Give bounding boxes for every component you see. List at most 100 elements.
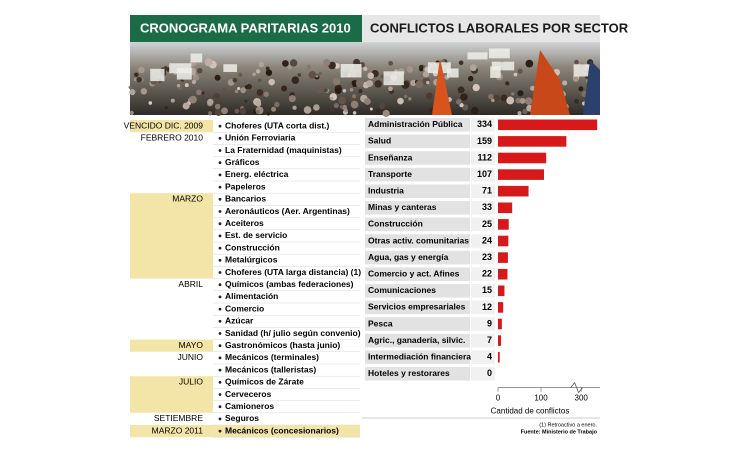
crowd-head (148, 101, 153, 105)
crowd-head (297, 73, 302, 77)
crowd-head (457, 86, 465, 94)
crowd-head (380, 74, 385, 79)
crowd-head (196, 89, 202, 96)
bar (498, 335, 502, 346)
bullet (218, 295, 222, 299)
crowd-head (367, 72, 375, 79)
crowd-head (282, 60, 289, 67)
period-label: JULIO (179, 377, 203, 387)
crowd-head (271, 106, 277, 112)
bullet (218, 124, 222, 128)
crowd-head (255, 100, 262, 107)
bullet (218, 356, 222, 360)
crowd-head (352, 94, 356, 99)
crowd-head (291, 76, 300, 85)
value-cell (471, 317, 495, 331)
crowd-head (318, 72, 322, 76)
value-label: 107 (477, 169, 492, 179)
bullet (218, 161, 222, 165)
value-label: 23 (482, 252, 492, 262)
crowd-head (189, 95, 197, 104)
crowd-head (388, 60, 394, 66)
placard (223, 64, 238, 72)
value-label: 4 (487, 352, 492, 362)
crowd-head (234, 108, 240, 114)
value-label: 159 (477, 136, 492, 146)
crowd-head (257, 78, 262, 83)
crowd-head (410, 79, 417, 87)
crowd-head (289, 59, 298, 67)
crowd-head (184, 83, 189, 88)
bar (498, 185, 529, 197)
crowd-head (214, 103, 221, 110)
crowd-head (419, 67, 424, 72)
category-cell (365, 134, 470, 149)
crowd-head (462, 104, 469, 111)
period-label: SETIEMBRE (154, 413, 203, 423)
crowd-head (303, 106, 312, 114)
placard (490, 66, 501, 78)
schedule-item: Unión Ferroviaria (225, 133, 296, 143)
schedule-header (130, 15, 362, 42)
footnote: (1) Retroactivo a enero. (539, 422, 597, 428)
crowd-head (323, 59, 331, 67)
crowd-head (525, 59, 534, 68)
crowd-head (191, 79, 197, 85)
crowd-head (491, 98, 495, 103)
bar (498, 136, 567, 147)
bullet (218, 149, 222, 152)
crowd-head (472, 83, 480, 92)
crowd-head (328, 61, 336, 70)
crowd-head (287, 65, 292, 70)
category-label: Comunicaciones (368, 285, 436, 295)
crowd-head (467, 75, 474, 82)
crowd-head (258, 61, 265, 68)
placard (447, 68, 459, 78)
schedule-item: Est. de servicio (225, 230, 287, 240)
value-cell (471, 367, 495, 381)
crowd-head (403, 94, 408, 99)
crowd-head (240, 87, 246, 94)
crowd-head (164, 106, 168, 110)
crowd-head (456, 98, 462, 105)
crowd-head (316, 86, 324, 94)
crowd-head (513, 72, 518, 77)
crowd-head (315, 74, 319, 78)
crowd-head (197, 67, 203, 74)
crowd-head (425, 92, 433, 100)
schedule-item: Cerveceros (225, 389, 272, 399)
category-label: Agua, gas y energía (368, 252, 449, 262)
value-label: 22 (482, 269, 492, 279)
schedule-item: Alimentación (225, 291, 278, 301)
bullet (218, 197, 222, 201)
placard (190, 53, 203, 63)
bar (498, 235, 509, 247)
period-label: FEBRERO 2010 (141, 133, 204, 143)
crowd-head (182, 102, 190, 110)
x-tick-label: 100 (534, 394, 548, 403)
schedule-item: Sanidad (h/ julio según convenio) (225, 328, 361, 338)
bar (498, 351, 500, 363)
value-label: 24 (482, 235, 492, 245)
crowd-head (308, 71, 317, 79)
schedule-item: Gastronómicos (hasta junio) (225, 340, 340, 350)
value-cell (471, 134, 495, 149)
bullet (218, 307, 222, 311)
crowd-head (214, 74, 221, 81)
placard (491, 61, 515, 71)
schedule-item: Construcción (225, 242, 280, 252)
crowd-head (517, 68, 523, 74)
crowd-head (355, 79, 364, 88)
bullet (218, 210, 222, 213)
bar (498, 302, 504, 313)
placard (340, 63, 362, 78)
bullet (218, 246, 222, 250)
crowd-head (221, 107, 228, 115)
category-label: Construcción (368, 219, 423, 229)
bullet (218, 283, 222, 287)
crowd-head (379, 102, 386, 109)
value-cell (471, 267, 495, 281)
crowd-head (342, 89, 347, 93)
crowd-head (422, 77, 431, 86)
